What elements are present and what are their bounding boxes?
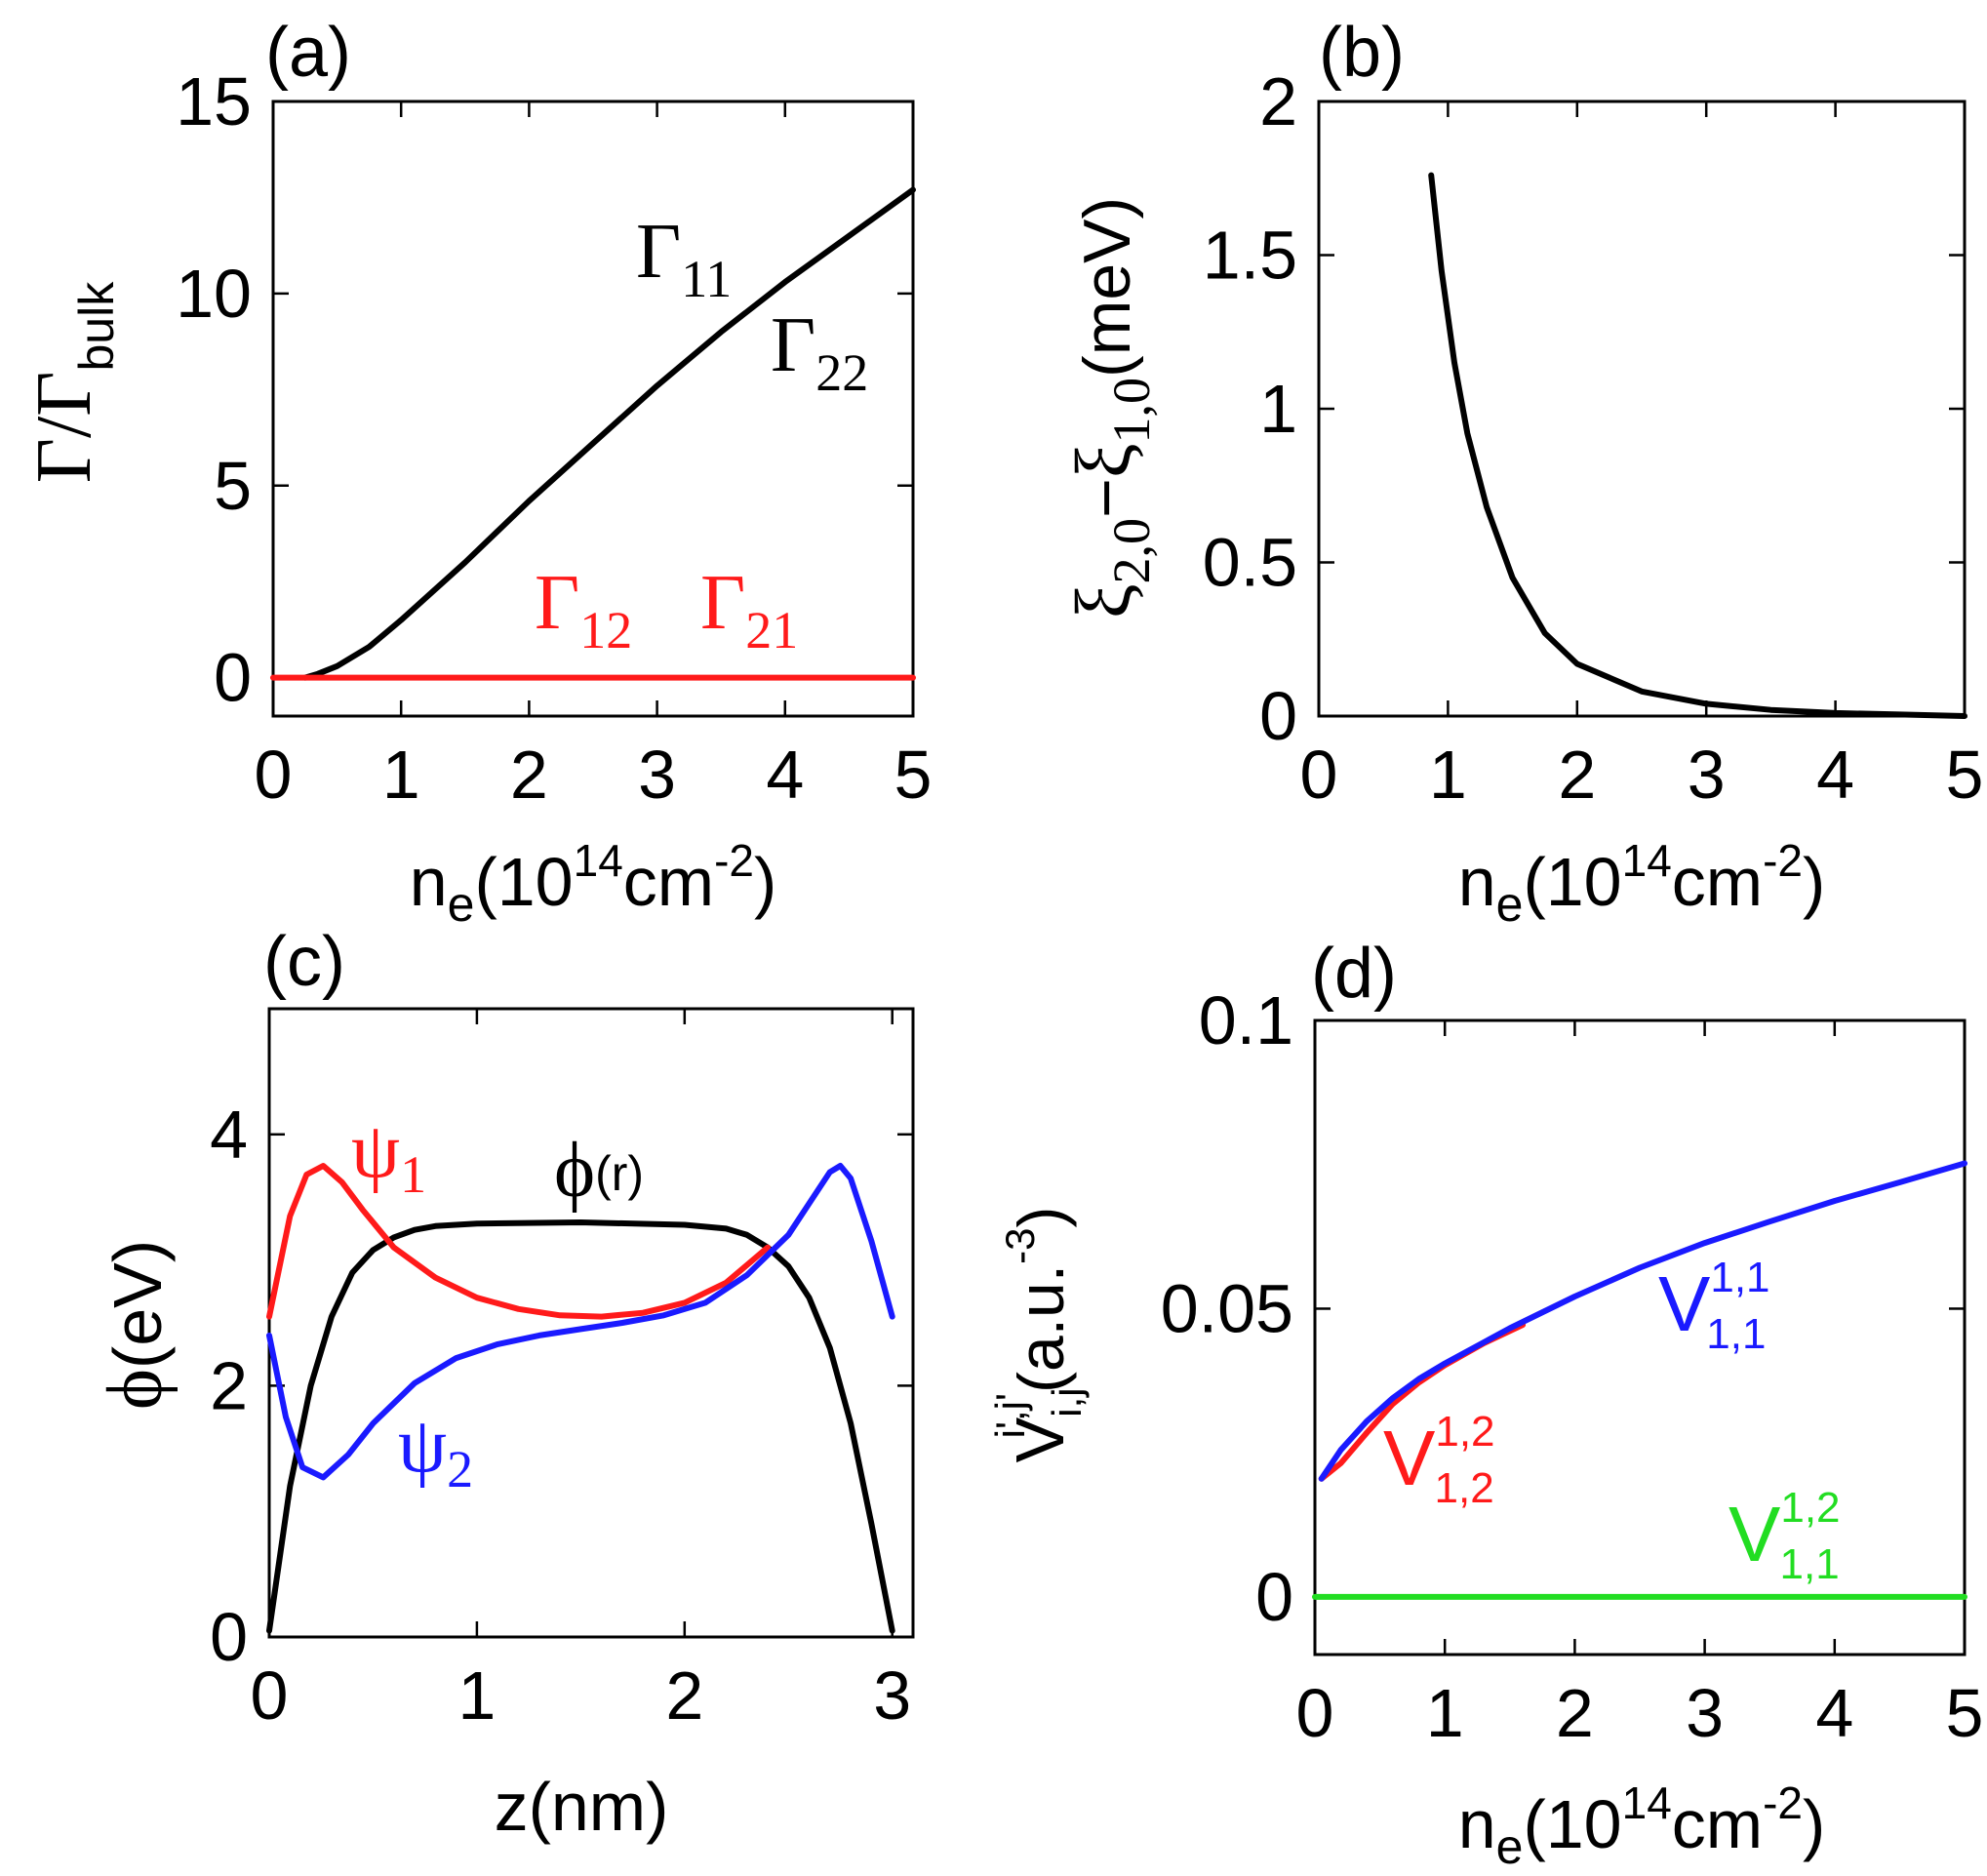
panel-a: (a) 0 1 2 3 4 5 0 5 10 15 ne(1014cm-2) Γ/Γbulk Γ1… xyxy=(21,14,932,932)
panel-c-annot-phi: ϕ(r) xyxy=(554,1128,644,1214)
panel-b-ticks: 0 1 2 3 4 5 0 0.5 1 1.5 2 xyxy=(1203,63,1984,813)
panel-d-ticks: 0 1 2 3 4 5 0 0.05 0.1 xyxy=(1161,982,1984,1751)
panel-c: (c) 0 1 2 3 0 2 4 z(nm) ϕ(eV) ψ1 ϕ(r) ψ2 xyxy=(93,923,915,1845)
panel-a-ytick-label: 10 xyxy=(176,256,252,332)
panel-a-ytick-label: 0 xyxy=(214,640,252,716)
panel-d-ytick-label: 0.1 xyxy=(1199,982,1293,1058)
panel-d-ytick-label: 0.05 xyxy=(1161,1270,1293,1346)
panel-a-ticks: 0 1 2 3 4 5 0 5 10 15 xyxy=(176,63,932,813)
panel-b-series xyxy=(1428,172,1967,719)
panel-c-xtick-label: 1 xyxy=(457,1657,496,1734)
panel-d-xtick-label: 3 xyxy=(1686,1675,1724,1751)
panel-a-xlabel: ne(1014cm-2) xyxy=(410,835,777,932)
panel-b: (b) 0 1 2 3 4 5 0 0.5 1 1.5 2 ne(1014cm-2) ξ2,0−ξ1… xyxy=(1061,14,1983,932)
panel-a-series xyxy=(270,186,916,681)
panel-c-ticks: 0 1 2 3 0 2 4 xyxy=(210,1009,913,1734)
panel-d-ytick-label: 0 xyxy=(1255,1559,1293,1635)
panel-a-annot-gamma11: Γ11 xyxy=(636,209,732,308)
panel-c-ytick-label: 2 xyxy=(210,1347,248,1423)
panel-a-xtick-label: 1 xyxy=(382,737,420,813)
panel-c-annot-psi1: ψ1 xyxy=(351,1108,426,1204)
panel-b-ytick-label: 1.5 xyxy=(1203,218,1297,294)
panel-a-ytick-label: 15 xyxy=(176,63,252,140)
panel-d-annot-v12-12: V1,2 1,2 xyxy=(1383,1408,1495,1512)
panel-b-xlabel: ne(1014cm-2) xyxy=(1458,835,1826,932)
panel-c-xtick-label: 3 xyxy=(873,1657,911,1734)
panel-b-xtick-label: 0 xyxy=(1300,737,1338,813)
panel-a-ylabel: Γ/Γbulk xyxy=(21,281,124,483)
panel-c-annot-psi2: ψ2 xyxy=(398,1403,473,1498)
panel-a-annot-gamma12: Γ12 xyxy=(535,560,632,659)
panel-b-ytick-label: 0.5 xyxy=(1203,525,1297,601)
panel-b-xtick-label: 1 xyxy=(1429,737,1467,813)
panel-c-label: (c) xyxy=(263,923,345,1001)
panel-d-xlabel: ne(1014cm-2) xyxy=(1458,1777,1826,1874)
panel-c-series-2 xyxy=(266,1163,895,1481)
panel-b-xtick-label: 2 xyxy=(1558,737,1596,813)
panel-d-xtick-label: 4 xyxy=(1815,1675,1853,1751)
panel-a-xtick-label: 0 xyxy=(255,737,293,813)
panel-b-xtick-label: 3 xyxy=(1688,737,1726,813)
panel-b-xtick-label: 5 xyxy=(1946,737,1984,813)
panel-c-series-0 xyxy=(266,1219,895,1634)
panel-b-ytick-label: 2 xyxy=(1259,63,1297,140)
panel-c-series xyxy=(266,1163,895,1634)
panel-b-ytick-label: 1 xyxy=(1259,371,1297,447)
panel-d-annot-v11-12: V1,2 1,1 xyxy=(1729,1484,1841,1588)
panel-c-ytick-label: 4 xyxy=(210,1097,248,1173)
panel-c-ytick-label: 0 xyxy=(210,1599,248,1675)
panel-a-series-0 xyxy=(301,186,916,681)
panel-b-series-0 xyxy=(1428,172,1967,719)
panel-d-annot-v11-11: V1,1 1,1 xyxy=(1658,1254,1768,1358)
panel-a-frame xyxy=(271,100,915,718)
panel-c-ylabel: ϕ(eV) xyxy=(93,1240,179,1410)
panel-a-label: (a) xyxy=(265,14,351,92)
panel-b-label: (b) xyxy=(1319,14,1405,92)
panel-d-xtick-label: 2 xyxy=(1556,1675,1594,1751)
panel-a-annot-gamma21: Γ21 xyxy=(700,560,798,659)
panel-a-xtick-label: 5 xyxy=(894,737,933,813)
panel-b-ytick-label: 0 xyxy=(1259,678,1297,754)
panel-c-xtick-label: 2 xyxy=(665,1657,703,1734)
panel-a-ytick-label: 5 xyxy=(214,448,252,524)
panel-d-xtick-label: 5 xyxy=(1946,1675,1984,1751)
panel-c-series-1 xyxy=(266,1163,771,1320)
panel-b-xtick-label: 4 xyxy=(1816,737,1854,813)
panel-a-xtick-label: 4 xyxy=(766,737,804,813)
panel-b-ylabel: ξ2,0−ξ1,0(meV) xyxy=(1061,197,1161,619)
panel-a-xtick-label: 3 xyxy=(638,737,676,813)
panel-d-series-1 xyxy=(1318,1160,1967,1482)
panel-c-xlabel: z(nm) xyxy=(495,1769,669,1845)
panel-b-frame xyxy=(1317,100,1967,718)
panel-a-xtick-label: 2 xyxy=(510,737,548,813)
panel-d-frame xyxy=(1313,1018,1967,1656)
panel-d: (d) 0 1 2 3 4 5 0 0.05 0.1 ne(1014cm-2) Vi,ji',j… xyxy=(987,935,1983,1874)
panel-d-ylabel: Vi,ji',j'(a.u.-3) xyxy=(987,1207,1090,1463)
panel-d-series xyxy=(1312,1160,1967,1600)
panel-c-frame xyxy=(267,1007,915,1639)
panel-d-xtick-label: 0 xyxy=(1296,1675,1334,1751)
panel-a-annot-gamma22: Γ22 xyxy=(771,302,868,402)
panel-c-xtick-label: 0 xyxy=(251,1657,289,1734)
panel-d-label: (d) xyxy=(1311,935,1397,1013)
panel-d-xtick-label: 1 xyxy=(1426,1675,1464,1751)
